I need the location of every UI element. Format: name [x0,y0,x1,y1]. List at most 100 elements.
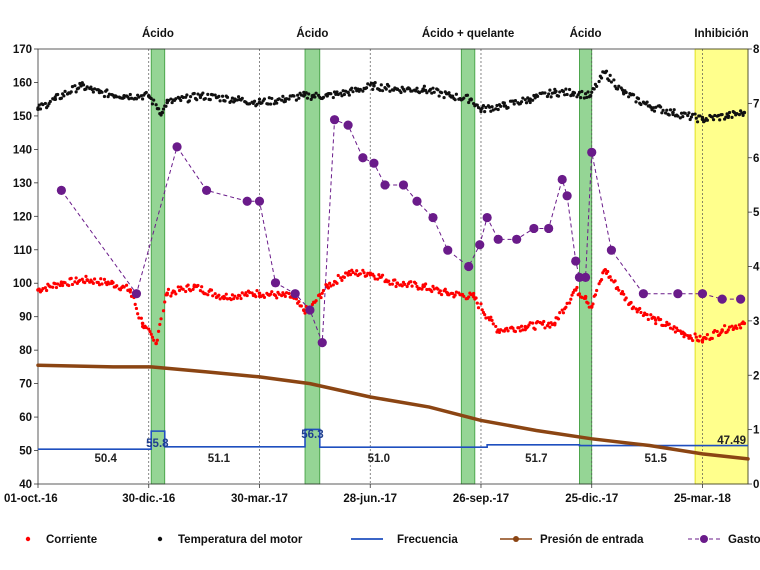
gasto-marker [606,245,617,255]
series-dot [181,287,185,291]
series-dot [99,277,103,281]
series-dot [590,90,594,94]
series-dot [342,275,346,280]
data-point [97,90,102,95]
series-dot [672,108,676,112]
series-dot [163,300,167,304]
series-dot [693,332,697,336]
series-dot [579,96,583,100]
x-tick-label: 28-jun.-17 [343,493,397,505]
series-dot [208,98,212,102]
data-point [502,104,507,108]
series-dot [631,93,636,97]
series-dot [195,98,199,102]
series-dot [558,90,562,94]
data-point [283,97,288,101]
y-left-tick-label: 150 [13,111,32,123]
series-frecuencia [38,428,748,450]
gasto-marker [587,147,597,157]
data-point [445,291,450,296]
series-dot [150,102,155,106]
series-dot [186,283,190,287]
series-dot [319,295,323,300]
frequency-value-label: 51.0 [368,453,390,465]
legend-label: Corriente [46,534,97,546]
series-dot [494,107,498,111]
gasto-marker [254,196,265,206]
series-dot [673,330,678,334]
data-point [192,284,197,289]
series-dot [513,99,518,103]
series-dot [440,91,444,95]
series-dot [364,86,369,90]
series-dot [48,285,52,289]
series-dot [436,88,440,92]
series-dot [331,95,335,100]
data-point [257,100,262,105]
series-dot [252,99,257,103]
series-dot [737,112,741,117]
series-dot [668,108,673,112]
gasto-marker [290,289,300,299]
series-dot [532,93,536,98]
series-dot [284,291,289,295]
gasto-marker [717,294,727,304]
series-dot [188,95,193,99]
series-dot [192,91,196,96]
series-dot [211,294,215,298]
frequency-line [38,428,748,450]
data-point [653,318,658,322]
series-dot [177,288,182,293]
data-point [128,288,133,292]
series-dot [410,284,414,288]
data-point [583,294,588,299]
gasto-marker [270,278,281,288]
series-dot [475,103,479,107]
series-dot [254,295,258,299]
series-dot [201,91,205,95]
series-dot [198,289,203,293]
series-dot [480,308,484,312]
series-dot [654,105,658,109]
data-point [395,281,400,286]
series-dot [351,90,355,94]
series-dot [718,118,722,122]
series-dot [97,283,102,287]
series-dot [577,90,582,94]
series-dot [425,287,429,292]
legend-swatch [25,536,31,542]
series-dot [462,96,466,100]
series-dot [689,115,693,119]
y-right-tick-label: 3 [753,316,759,328]
series-dot [233,294,237,298]
series-dot [428,87,433,91]
series-dot [100,282,104,286]
series-dot [361,89,365,93]
gasto-marker [329,115,340,125]
gasto-marker [443,245,453,255]
series-dot [688,117,692,122]
series-dot [304,91,308,95]
series-dot [586,301,590,305]
series-dot [105,88,109,92]
series-dot [220,94,225,98]
series-dot [624,90,628,95]
data-point [720,328,724,332]
series-dot [232,297,236,301]
series-dot [200,285,204,289]
series-dot [272,102,276,106]
series-dot [476,105,481,110]
series-dot [340,278,344,282]
series-dot [710,115,714,119]
series-dot [206,293,210,297]
series-dot [320,291,324,295]
series-dot [351,270,355,275]
series-dot [661,323,665,328]
series-dot [542,319,546,324]
series-dot [651,106,655,110]
series-dot [487,318,492,322]
series-dot [430,91,434,95]
data-point [372,84,376,88]
series-dot [533,96,537,100]
series-dot [281,94,285,98]
